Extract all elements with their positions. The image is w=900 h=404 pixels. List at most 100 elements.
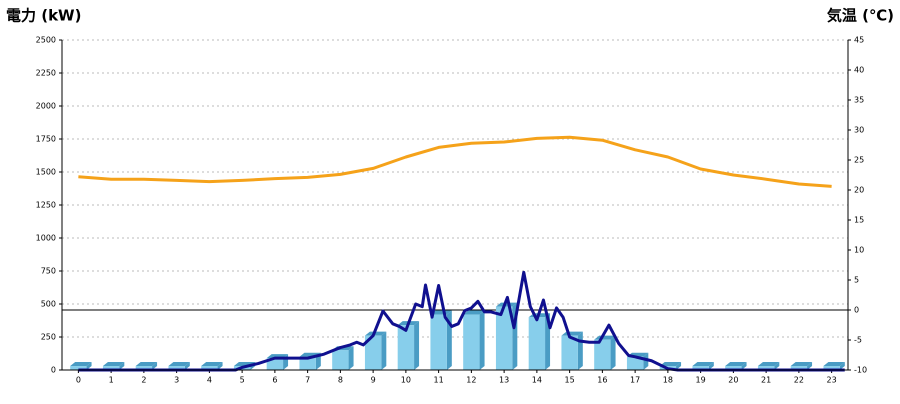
x-tick-label: 13	[499, 376, 509, 385]
bar	[495, 306, 513, 370]
bar	[561, 335, 578, 370]
bar	[364, 335, 382, 370]
bar-side	[774, 362, 780, 370]
x-tick-label: 17	[630, 376, 640, 385]
y2-tick-label: 20	[854, 186, 864, 195]
line	[78, 135, 832, 188]
bar-top	[201, 362, 223, 367]
x-tick-label: 18	[663, 376, 673, 385]
y2-tick-label: 0	[854, 306, 859, 315]
y2-axis-title: 気温 (℃)	[827, 7, 894, 25]
bar-top	[430, 310, 452, 315]
y-tick-label: 1000	[36, 234, 56, 243]
bar	[594, 339, 611, 370]
x-tick-label: 12	[466, 376, 476, 385]
bar	[397, 325, 415, 370]
bar	[70, 366, 87, 370]
bar	[757, 366, 775, 370]
y-tick-label: 2500	[36, 36, 56, 45]
bar-side	[152, 362, 158, 370]
bar	[299, 356, 316, 370]
x-tick-label: 8	[338, 376, 343, 385]
bar	[266, 358, 284, 370]
y-tick-label: 1500	[36, 168, 56, 177]
bar-side	[708, 362, 714, 370]
x-tick-label: 11	[434, 376, 444, 385]
bar-side	[348, 346, 354, 370]
y2-tick-label: 35	[854, 96, 864, 105]
bar-side	[577, 331, 583, 370]
x-tick-label: 0	[76, 376, 81, 385]
x-tick-label: 15	[565, 376, 575, 385]
bar-top	[364, 331, 387, 336]
bar-side	[184, 362, 190, 370]
y2-tick-label: -10	[854, 366, 867, 375]
bar-top	[495, 302, 518, 307]
bar-top	[168, 362, 190, 367]
bar	[201, 366, 218, 370]
x-tick-label: 2	[141, 376, 146, 385]
bar-top	[725, 362, 747, 367]
x-tick-label: 21	[761, 376, 771, 385]
y-tick-label: 250	[41, 333, 56, 342]
y-tick-label: 1250	[36, 201, 56, 210]
x-tick-label: 6	[272, 376, 277, 385]
bar	[430, 314, 447, 370]
bar-side	[414, 321, 420, 370]
bar	[790, 366, 808, 370]
y-tick-label: 2250	[36, 69, 56, 78]
bar-side	[381, 331, 387, 370]
bar	[692, 366, 709, 370]
bar-side	[807, 362, 813, 370]
bar-top	[757, 362, 780, 367]
x-tick-label: 10	[401, 376, 411, 385]
bar-side	[839, 362, 845, 370]
bar-top	[790, 362, 813, 367]
x-tick-label: 3	[174, 376, 179, 385]
line	[78, 270, 845, 372]
y2-tick-label: 5	[854, 276, 859, 285]
bar-side	[119, 362, 125, 370]
x-tick-label: 1	[109, 376, 114, 385]
y2-tick-label: -5	[854, 336, 862, 345]
x-tick-label: 22	[794, 376, 804, 385]
y2-tick-label: 40	[854, 66, 864, 75]
x-tick-label: 9	[371, 376, 376, 385]
y-tick-label: 2000	[36, 102, 56, 111]
bar-top	[692, 362, 714, 367]
x-tick-label: 7	[305, 376, 310, 385]
bar	[102, 366, 120, 370]
y-tick-label: 0	[51, 366, 56, 375]
bar-side	[610, 335, 616, 370]
bar	[626, 356, 644, 370]
x-tick-label: 4	[207, 376, 212, 385]
bar-top	[102, 362, 125, 367]
x-tick-label: 20	[728, 376, 738, 385]
bar-top	[823, 362, 845, 367]
bar	[823, 366, 840, 370]
bar-top	[463, 310, 485, 315]
y-axis-title: 電力 (kW)	[6, 7, 81, 25]
y2-tick-label: 10	[854, 246, 864, 255]
bar	[528, 317, 546, 370]
bar-side	[217, 362, 223, 370]
bar	[135, 366, 153, 370]
x-tick-label: 5	[240, 376, 245, 385]
x-tick-label: 14	[532, 376, 542, 385]
bar-top	[135, 362, 158, 367]
bar	[463, 314, 480, 370]
y2-tick-label: 15	[854, 216, 864, 225]
bar-side	[479, 310, 485, 370]
y-tick-label: 500	[41, 300, 56, 309]
y2-tick-label: 25	[854, 156, 864, 165]
bar	[168, 366, 185, 370]
x-tick-label: 23	[827, 376, 837, 385]
y-tick-label: 750	[41, 267, 56, 276]
x-tick-label: 19	[696, 376, 706, 385]
x-tick-label: 16	[597, 376, 607, 385]
bar	[332, 350, 349, 370]
y-tick-label: 1750	[36, 135, 56, 144]
bar-side	[643, 352, 649, 370]
